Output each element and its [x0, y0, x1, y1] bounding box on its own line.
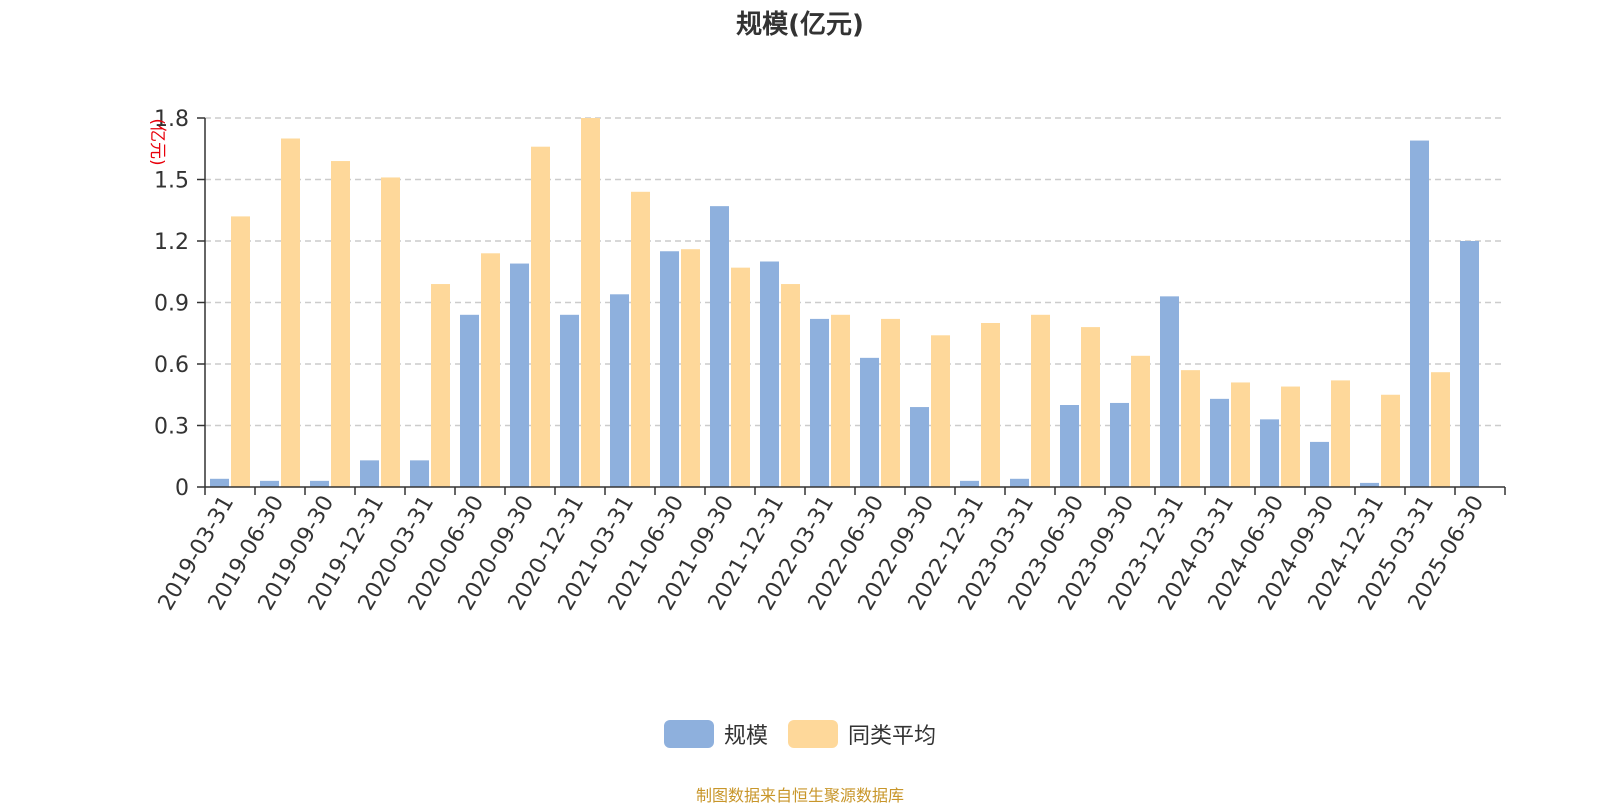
bar-scale-20: [1210, 398, 1229, 487]
bar-avg-12: [831, 314, 850, 487]
bar-avg-15: [981, 323, 1000, 487]
bar-scale-18: [1110, 402, 1129, 487]
bar-scale-12: [810, 318, 829, 487]
bar-avg-21: [1281, 386, 1300, 487]
bar-avg-14: [931, 335, 950, 487]
bar-avg-7: [581, 118, 600, 487]
bar-scale-11: [760, 261, 779, 487]
bar-scale-0: [210, 478, 229, 487]
bar-avg-1: [281, 138, 300, 487]
bar-scale-4: [410, 460, 429, 487]
bar-avg-19: [1181, 370, 1200, 487]
bar-avg-8: [631, 191, 650, 488]
bar-scale-1: [260, 480, 279, 487]
bar-scale-6: [510, 263, 529, 487]
y-tick-label-4: 1.2: [154, 230, 189, 255]
y-tick-label-1: 0.3: [154, 415, 189, 440]
legend-label-avg: 同类平均: [848, 724, 937, 749]
bar-avg-18: [1131, 355, 1150, 487]
bar-avg-16: [1031, 314, 1050, 487]
bar-avg-23: [1381, 394, 1400, 487]
bar-scale-17: [1060, 405, 1079, 487]
legend-item-scale[interactable]: 规模: [663, 718, 768, 750]
bar-scale-3: [360, 460, 379, 487]
bar-scale-14: [910, 407, 929, 487]
bar-avg-24: [1431, 372, 1450, 487]
bar-scale-15: [960, 480, 979, 487]
bar-avg-13: [881, 318, 900, 487]
y-tick-label-6: 1.8: [154, 107, 189, 132]
bar-scale-19: [1160, 296, 1179, 487]
bar-scale-25: [1460, 241, 1479, 487]
bar-scale-22: [1310, 441, 1329, 487]
bar-avg-0: [231, 216, 250, 487]
bar-scale-2: [310, 480, 329, 487]
y-tick-label-5: 1.5: [154, 169, 189, 194]
bar-scale-16: [1010, 478, 1029, 487]
bar-scale-10: [710, 206, 729, 487]
bar-avg-17: [1081, 327, 1100, 487]
legend-label-scale: 规模: [723, 724, 768, 749]
bar-scale-13: [860, 357, 879, 487]
bar-scale-24: [1410, 140, 1429, 488]
chart-title: 规模(亿元): [736, 10, 864, 40]
data-source-note: 制图数据来自恒生聚源数据库: [695, 786, 904, 805]
bar-avg-11: [781, 284, 800, 487]
legend-swatch-scale: [663, 720, 714, 748]
bar-avg-20: [1231, 382, 1250, 487]
bar-scale-8: [610, 294, 629, 487]
bar-avg-22: [1331, 380, 1350, 487]
bar-avg-5: [481, 253, 500, 487]
bar-avg-4: [431, 284, 450, 487]
bar-avg-2: [331, 161, 350, 488]
legend-swatch-avg: [788, 720, 838, 748]
bar-scale-23: [1360, 482, 1379, 487]
bar-avg-9: [681, 249, 700, 487]
bar-avg-3: [381, 177, 400, 487]
legend-item-avg[interactable]: 同类平均: [788, 718, 936, 750]
legend: 规模 同类平均: [0, 718, 1600, 750]
bar-avg-10: [731, 267, 750, 487]
bar-scale-5: [460, 314, 479, 487]
bar-scale-9: [660, 251, 679, 487]
bar-avg-6: [531, 146, 550, 487]
y-tick-label-0: 0: [175, 476, 189, 501]
y-tick-label-2: 0.6: [154, 353, 189, 378]
bar-scale-7: [560, 314, 579, 487]
y-axis-unit-label: (亿元): [147, 118, 167, 165]
bar-scale-21: [1260, 419, 1279, 487]
y-tick-label-3: 0.9: [154, 292, 189, 317]
